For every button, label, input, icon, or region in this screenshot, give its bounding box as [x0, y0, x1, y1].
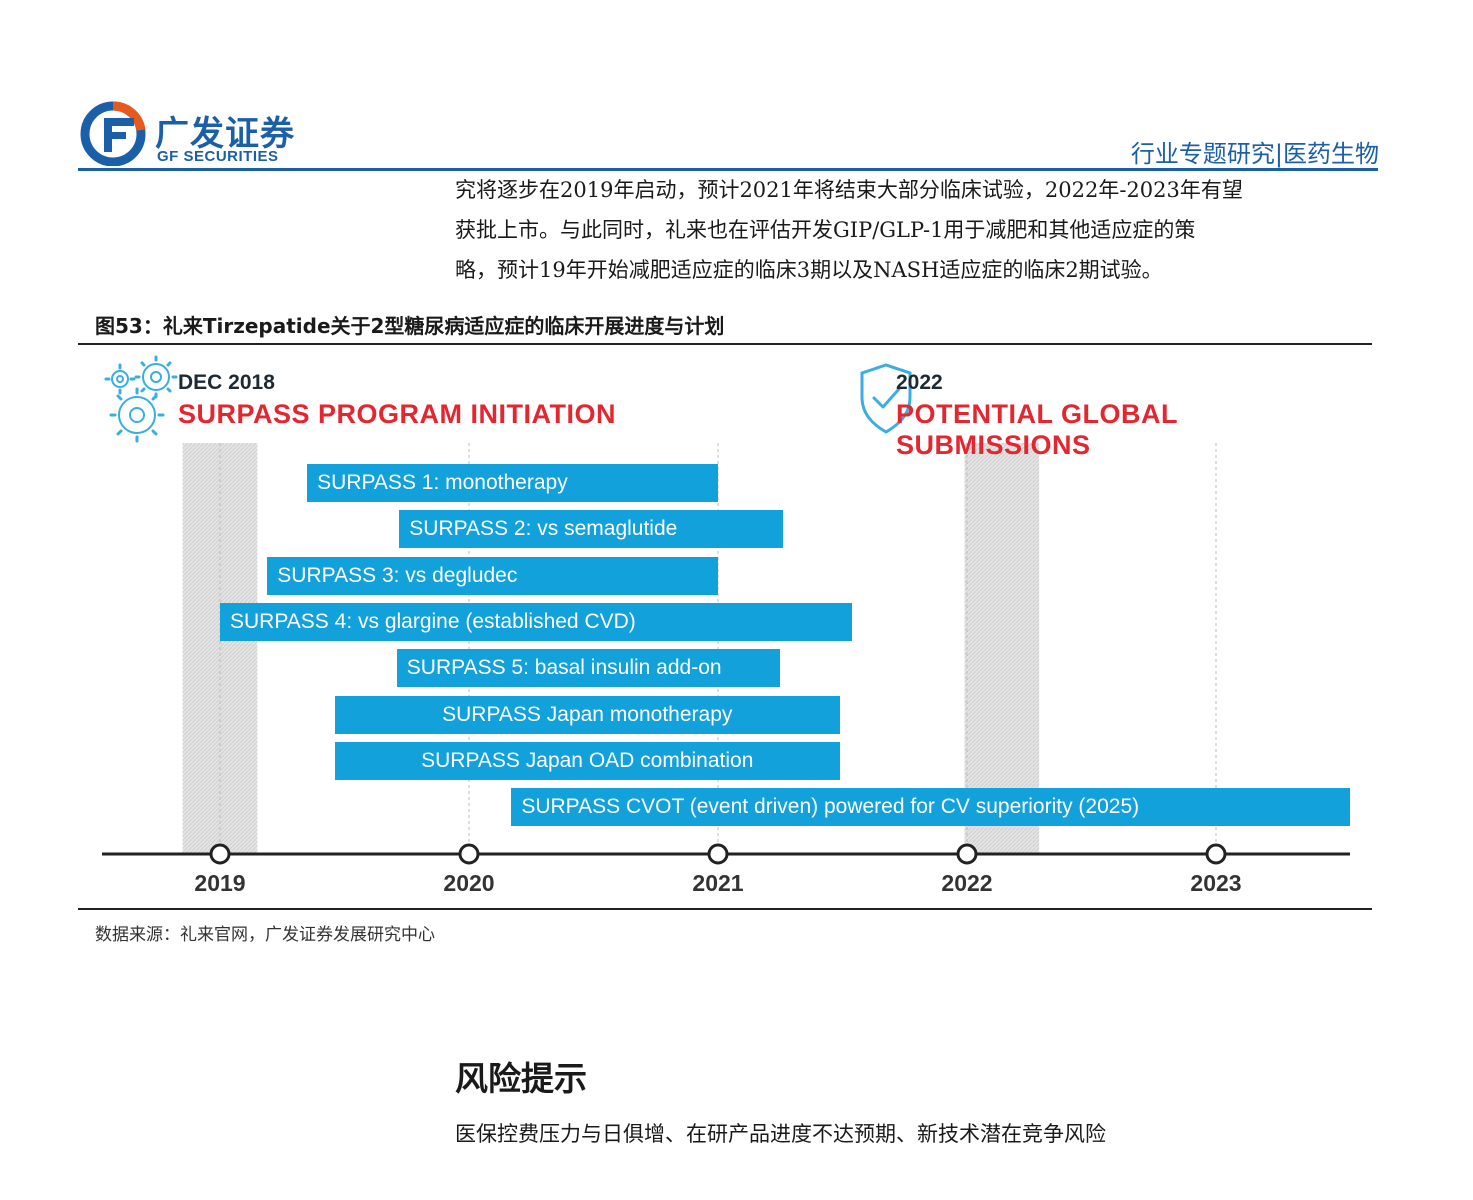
year-marker [956, 843, 978, 865]
milestone-date: DEC 2018 [178, 371, 275, 394]
figure-bottom-rule [78, 908, 1372, 910]
milestone-title: POTENTIAL GLOBAL SUBMISSIONS [896, 399, 1178, 460]
year-label: 2020 [443, 870, 495, 896]
logo-wordmark: 广发证券 [155, 114, 295, 154]
trial-bar: SURPASS 1: monotherapy [307, 464, 718, 502]
year-marker [1205, 843, 1227, 865]
milestone-title: SURPASS PROGRAM INITIATION [178, 399, 617, 429]
year-label: 2022 [941, 870, 993, 896]
gears-icon [104, 355, 178, 443]
year-marker [209, 843, 231, 865]
logo-subtitle: GF SECURITIES [157, 148, 279, 165]
page-header: 广发证券 GF SECURITIES 行业专题研究|医药生物 [0, 0, 1473, 180]
paragraph-line: 略，预计19年开始减肥适应症的临床3期以及NASH适应症的临床2期试验。 [455, 258, 1163, 282]
year-label: 2019 [194, 870, 246, 896]
trial-bar: SURPASS 2: vs semaglutide [399, 510, 783, 549]
trial-bar: SURPASS Japan OAD combination [334, 741, 840, 780]
paragraph-line: 获批上市。与此同时，礼来也在评估开发GIP/GLP-1用于减肥和其他适应症的策 [455, 218, 1196, 242]
trial-bar: SURPASS Japan monotherapy [334, 695, 840, 734]
risk-heading: 风险提示 [455, 1059, 587, 1098]
header-divider [78, 168, 1378, 171]
paragraph-line: 究将逐步在2019年启动，预计2021年将结束大部分临床试验，2022年-202… [455, 178, 1243, 202]
timeline-chart: DEC 2018 SURPASS PROGRAM INITIATION 2022… [80, 355, 1370, 905]
figure-top-rule [78, 343, 1372, 345]
trial-bar: SURPASS 5: basal insulin add-on [396, 649, 781, 688]
trial-bar: SURPASS 3: vs degludec [267, 556, 718, 595]
risk-text: 医保控费压力与日俱增、在研产品进度不达预期、新技术潜在竞争风险 [455, 1122, 1106, 1146]
year-label: 2021 [692, 870, 744, 896]
year-label: 2023 [1190, 870, 1242, 896]
figure-source: 数据来源：礼来官网，广发证券发展研究中心 [95, 925, 435, 945]
year-marker [458, 843, 480, 865]
milestone-date: 2022 [896, 371, 943, 394]
trial-bar: SURPASS CVOT (event driven) powered for … [511, 788, 1351, 827]
shield-check-icon [860, 363, 912, 434]
figure-caption: 图53：礼来Tirzepatide关于2型糖尿病适应症的临床开展进度与计划 [95, 314, 725, 338]
section-label: 行业专题研究|医药生物 [1130, 140, 1379, 168]
shaded-period [964, 443, 1040, 854]
trial-bar: SURPASS 4: vs glargine (established CVD) [220, 602, 853, 641]
gf-logo-icon [80, 101, 146, 166]
intro-paragraph: 究将逐步在2019年启动，预计2021年将结束大部分临床试验，2022年-202… [455, 170, 1395, 290]
year-marker [707, 843, 729, 865]
